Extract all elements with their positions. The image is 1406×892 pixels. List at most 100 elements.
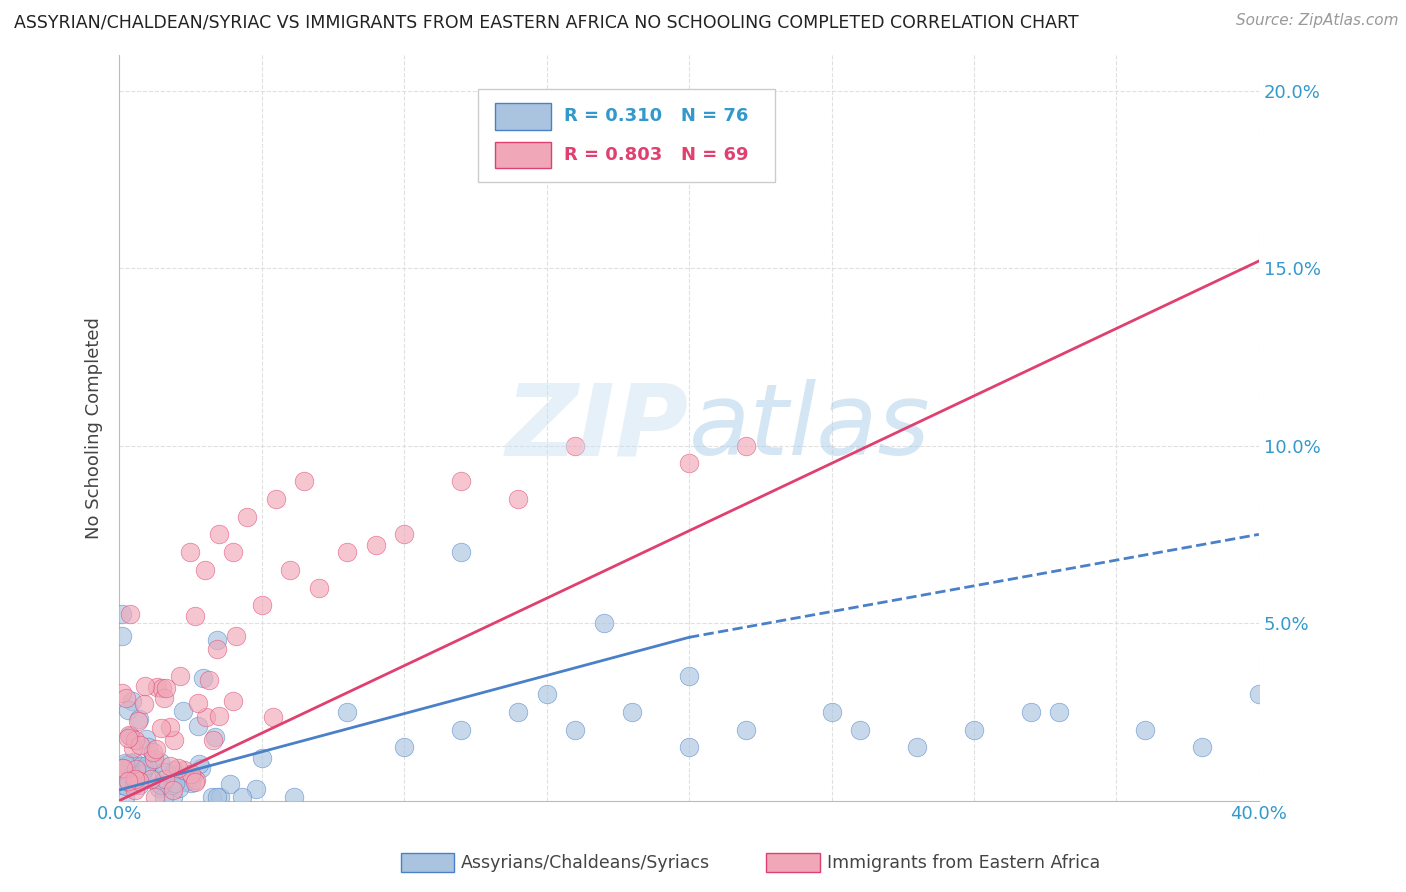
Point [159, 759, 181, 773]
Point [163, 732, 186, 747]
Point [131, 767, 153, 781]
Text: atlas: atlas [689, 379, 931, 476]
Point [564, 723, 586, 737]
Point [132, 763, 155, 777]
Point [165, 776, 187, 790]
Point [128, 766, 150, 780]
Point [201, 790, 224, 805]
Point [159, 720, 181, 734]
Point [180, 775, 202, 789]
Point [162, 782, 184, 797]
Point [111, 778, 134, 792]
Point [114, 758, 136, 772]
Point [163, 763, 186, 777]
Point [336, 705, 359, 719]
Point [117, 731, 139, 746]
Point [193, 671, 215, 685]
Point [124, 732, 146, 747]
Point [172, 704, 194, 718]
Point [179, 545, 201, 559]
Point [128, 712, 150, 726]
Point [392, 527, 415, 541]
Point [128, 773, 150, 788]
Point [124, 772, 146, 786]
Point [231, 790, 253, 805]
Point [1019, 705, 1042, 719]
Point [450, 723, 472, 737]
Text: Immigrants from Eastern Africa: Immigrants from Eastern Africa [827, 854, 1099, 871]
Point [121, 694, 143, 708]
Point [149, 776, 172, 790]
Point [139, 772, 162, 786]
Point [222, 694, 245, 708]
Point [122, 741, 145, 756]
Point [222, 545, 245, 559]
Point [245, 781, 267, 796]
Point [264, 491, 287, 506]
Point [135, 758, 157, 772]
Point [678, 669, 700, 683]
Point [141, 754, 163, 768]
Text: Source: ZipAtlas.com: Source: ZipAtlas.com [1236, 13, 1399, 29]
Point [143, 790, 166, 805]
Point [250, 599, 273, 613]
Point [1191, 740, 1213, 755]
Point [124, 778, 146, 792]
Point [184, 774, 207, 789]
Point [129, 759, 152, 773]
Point [117, 703, 139, 717]
Point [134, 679, 156, 693]
Point [208, 527, 231, 541]
Point [127, 714, 149, 729]
FancyBboxPatch shape [478, 88, 775, 182]
Point [150, 721, 173, 735]
Point [564, 439, 586, 453]
Point [1247, 687, 1270, 701]
Point [120, 607, 142, 621]
Point [153, 690, 176, 705]
Point [122, 755, 145, 769]
Point [262, 710, 284, 724]
Point [198, 673, 221, 688]
Point [450, 545, 472, 559]
Point [160, 778, 183, 792]
Point [336, 545, 359, 559]
Point [1133, 723, 1156, 737]
Point [194, 563, 217, 577]
Point [219, 777, 242, 791]
Point [153, 772, 176, 787]
Point [118, 729, 141, 743]
Point [166, 767, 188, 781]
Point [735, 439, 758, 453]
Text: ASSYRIAN/CHALDEAN/SYRIAC VS IMMIGRANTS FROM EASTERN AFRICA NO SCHOOLING COMPLETE: ASSYRIAN/CHALDEAN/SYRIAC VS IMMIGRANTS F… [14, 13, 1078, 31]
Point [155, 681, 177, 695]
Point [621, 119, 644, 133]
Point [207, 790, 229, 805]
Point [450, 474, 472, 488]
Point [118, 756, 141, 770]
Point [187, 696, 209, 710]
Point [114, 691, 136, 706]
Point [118, 728, 141, 742]
Point [283, 790, 305, 805]
FancyBboxPatch shape [495, 103, 551, 129]
Point [392, 740, 415, 755]
Point [820, 705, 842, 719]
Point [114, 756, 136, 770]
Point [294, 474, 316, 488]
Point [124, 762, 146, 776]
Point [148, 781, 170, 796]
Point [278, 563, 301, 577]
Point [162, 790, 184, 805]
Point [180, 766, 202, 780]
Point [508, 491, 530, 506]
Point [204, 731, 226, 745]
Point [849, 723, 872, 737]
Point [149, 755, 172, 769]
Point [195, 710, 218, 724]
Point [678, 456, 700, 470]
Point [225, 629, 247, 643]
Point [187, 719, 209, 733]
Point [145, 741, 167, 756]
Text: R = 0.310   N = 76: R = 0.310 N = 76 [564, 107, 748, 125]
